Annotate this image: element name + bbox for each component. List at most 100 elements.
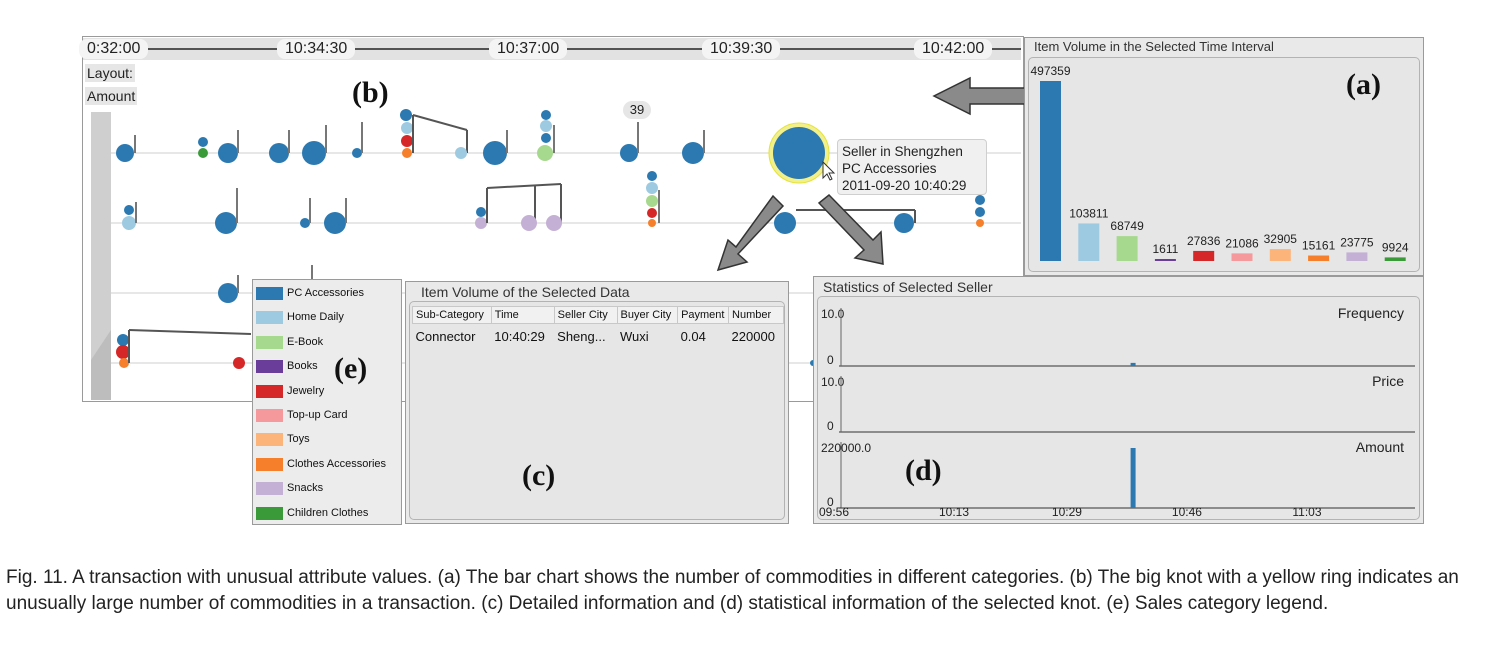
bar: [1116, 236, 1138, 261]
time-tick: 10:39:30: [702, 39, 781, 59]
legend-item[interactable]: Children Clothes: [253, 501, 401, 525]
bar-value-label: 68749: [1110, 219, 1144, 233]
legend-swatch: [256, 287, 283, 300]
panel-name: Price: [1372, 373, 1404, 389]
y-axis-min-label: 0: [827, 495, 834, 509]
table-cell: 220000: [731, 329, 775, 344]
knot-group-row2: [122, 171, 985, 234]
table-cell: 0.04: [680, 329, 706, 344]
legend-swatch: [256, 311, 283, 325]
col-header[interactable]: Seller City: [553, 306, 618, 324]
legend-label: Children Clothes: [287, 506, 369, 519]
stats-chart: 10.0 0 Frequency 10.0 0 Price 220000.0 0 Amount 0…: [819, 305, 1415, 518]
category-legend: PC Accessories Home Daily E-Book Books Jewel…: [252, 279, 402, 525]
panel-name: Amount: [1356, 439, 1404, 455]
time-tick: 10:34:30: [277, 39, 356, 59]
col-header[interactable]: Number: [728, 306, 784, 324]
legend-item[interactable]: E-Book: [253, 330, 401, 354]
legend-item[interactable]: Clothes Accessories: [253, 452, 401, 476]
legend-label: E-Book: [287, 335, 324, 348]
selected-knot-core: [773, 127, 825, 179]
legend-swatch: [256, 384, 283, 398]
bar-value-label: 27836: [1187, 234, 1221, 248]
legend-label: Home Daily: [287, 311, 344, 324]
stats-panel-title: Statistics of Selected Seller: [823, 279, 993, 295]
bar-value-label: 15161: [1302, 239, 1336, 253]
bar-value-label: 9924: [1382, 240, 1409, 254]
cursor-icon: [822, 160, 836, 181]
stat-bar: [1130, 448, 1136, 508]
stats-chart-area: [817, 296, 1420, 520]
col-header[interactable]: Payment: [677, 306, 730, 324]
label-c: (c): [522, 459, 556, 492]
col-header[interactable]: Sub-Category: [412, 306, 492, 324]
y-axis-min-label: 0: [827, 353, 834, 367]
x-tick-label: 10:29: [1052, 505, 1082, 518]
count-badge: 39: [623, 101, 651, 119]
col-header[interactable]: Buyer City: [616, 306, 679, 324]
legend-label: PC Accessories: [287, 287, 365, 299]
bar-value-label: 497359: [1030, 64, 1070, 78]
bar: [1154, 259, 1176, 261]
legend-label: Books: [287, 360, 318, 373]
legend-swatch: [256, 360, 283, 374]
x-tick-label: 11:03: [1292, 505, 1321, 518]
bar-chart-title: Item Volume in the Selected Time Interva…: [1034, 39, 1274, 54]
legend-swatch: [256, 482, 283, 496]
y-axis-max-label: 10.0: [821, 307, 845, 321]
bar-value-label: 23775: [1340, 235, 1374, 249]
knot-tooltip: Seller in Shengzhen PC Accessories 2011-…: [837, 139, 987, 195]
legend-label: Top-up Card: [287, 409, 348, 421]
arrow-to-knot-view: [932, 76, 1035, 116]
legend-label: Jewelry: [287, 384, 325, 397]
detail-panel-title: Item Volume of the Selected Data: [421, 284, 630, 300]
bar: [1040, 81, 1061, 261]
table-cell: Wuxi: [620, 329, 649, 344]
legend-item[interactable]: Toys: [253, 427, 401, 451]
bar: [1193, 250, 1215, 261]
arrow-to-table: [716, 194, 785, 272]
legend-item[interactable]: Books: [253, 354, 401, 378]
layout-label: Layout:: [85, 64, 135, 82]
bar-value-label: 32905: [1264, 232, 1298, 246]
label-b: (b): [352, 76, 389, 109]
y-axis-max-label: 10.0: [821, 375, 845, 389]
stat-bar: [1130, 362, 1136, 366]
label-e: (e): [334, 352, 368, 385]
detail-table-area: Sub-Category Time Seller City Buyer City…: [409, 301, 785, 520]
bar: [1231, 253, 1253, 261]
side-band: [91, 112, 111, 400]
time-tick: 10:37:00: [489, 39, 568, 59]
legend-item[interactable]: Jewelry: [253, 379, 401, 403]
bar: [1078, 223, 1100, 261]
legend-swatch: [256, 409, 283, 422]
legend-item[interactable]: Home Daily: [253, 305, 401, 329]
tooltip-line: Seller in Shengzhen: [842, 144, 963, 159]
bar-value-label: 1611: [1152, 242, 1178, 256]
legend-label: Snacks: [287, 482, 324, 495]
figure-caption: Fig. 11. A transaction with unusual attr…: [6, 567, 1459, 614]
table-cell: Sheng...: [557, 329, 606, 344]
panel-name: Frequency: [1338, 305, 1404, 321]
table-row[interactable]: Connector 10:40:29 Sheng... Wuxi 0.04 22…: [413, 324, 784, 350]
legend-label: Clothes Accessories: [287, 457, 387, 470]
detail-table: Sub-Category Time Seller City Buyer City…: [412, 306, 784, 349]
legend-item[interactable]: Top-up Card: [253, 403, 401, 427]
table-cell: 10:40:29: [494, 329, 545, 344]
time-tick: 10:42:00: [914, 39, 993, 59]
layout-amount-button[interactable]: Amount: [85, 87, 138, 105]
label-d: (d): [905, 454, 942, 487]
x-tick-label: 09:56: [819, 505, 849, 518]
col-header[interactable]: Time: [490, 306, 555, 324]
time-tick: 0:32:00: [79, 39, 149, 59]
legend-item[interactable]: PC Accessories: [253, 281, 401, 305]
y-axis-max-label: 220000.0: [821, 441, 871, 455]
legend-label: Toys: [287, 433, 310, 446]
x-tick-label: 10:46: [1172, 505, 1202, 518]
table-cell: Connector: [415, 329, 476, 344]
label-a: (a): [1346, 68, 1381, 101]
legend-swatch: [256, 433, 283, 447]
legend-item[interactable]: Snacks: [253, 476, 401, 500]
legend-swatch: [256, 335, 283, 349]
